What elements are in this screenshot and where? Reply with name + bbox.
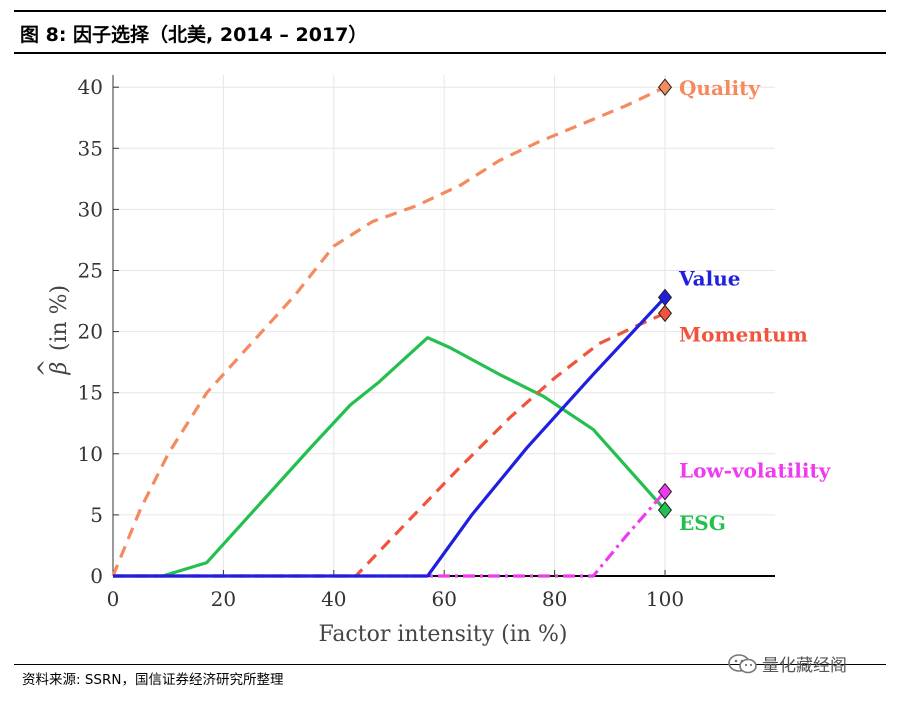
marker-layer xyxy=(657,78,673,519)
x-tick-label: 40 xyxy=(321,587,346,611)
series-line-quality xyxy=(111,85,666,577)
y-tick-label: 15 xyxy=(78,381,103,405)
y-axis-title-unit: (in %) xyxy=(47,285,72,351)
source-note: 资料来源: SSRN，国信证券经济研究所整理 xyxy=(22,672,284,688)
wechat-icon xyxy=(728,653,757,673)
x-axis-title: Factor intensity (in %) xyxy=(319,622,568,647)
y-tick-label: 35 xyxy=(78,136,103,160)
x-tick-label: 60 xyxy=(431,587,456,611)
tick-layer: 0 5 10 15 20 25 30 35 40 0 20 40 60 80 100 xyxy=(78,75,685,611)
footer-rule xyxy=(14,664,886,665)
y-axis-title-hat: ^ xyxy=(35,359,60,377)
watermark: 量化藏经阁 xyxy=(728,651,847,676)
series-line-value xyxy=(113,296,667,578)
y-tick-label: 20 xyxy=(78,320,103,344)
y-axis-title-beta: β xyxy=(47,362,72,376)
series-label-momentum: Momentum xyxy=(679,322,808,346)
series-label-quality: Quality xyxy=(679,76,761,100)
series-label-value: Value xyxy=(678,266,741,290)
label-layer: Quality Value Momentum Low-volatility ESG xyxy=(678,76,832,535)
x-tick-label: 80 xyxy=(542,587,567,611)
grid-layer xyxy=(113,75,775,576)
y-axis-title: β ^ (in %) xyxy=(35,285,72,377)
series-layer xyxy=(111,85,667,578)
series-line-momentum xyxy=(113,311,666,578)
series-label-low-volatility: Low-volatility xyxy=(679,459,832,483)
y-tick-label: 0 xyxy=(90,564,103,588)
x-tick-label: 20 xyxy=(211,587,236,611)
series-line-esg xyxy=(113,336,667,578)
figure-title: 图 8: 因子选择（北美, 2014 – 2017） xyxy=(20,24,368,46)
y-tick-label: 10 xyxy=(78,442,103,466)
y-tick-label: 5 xyxy=(90,503,103,527)
y-tick-label: 40 xyxy=(78,75,103,99)
figure-title-bar: 图 8: 因子选择（北美, 2014 – 2017） xyxy=(14,10,886,54)
x-tick-label: 0 xyxy=(107,587,120,611)
series-line-low-volatility xyxy=(113,490,667,578)
series-end-marker-esg xyxy=(657,501,673,519)
y-tick-label: 30 xyxy=(78,197,103,221)
series-end-marker-momentum xyxy=(657,304,673,323)
y-tick-label: 25 xyxy=(78,259,103,283)
x-tick-label: 100 xyxy=(646,587,684,611)
series-label-esg: ESG xyxy=(679,511,726,535)
series-end-marker-low-volatility xyxy=(657,482,673,501)
series-end-marker-quality xyxy=(657,78,673,97)
watermark-text: 量化藏经阁 xyxy=(762,656,847,676)
